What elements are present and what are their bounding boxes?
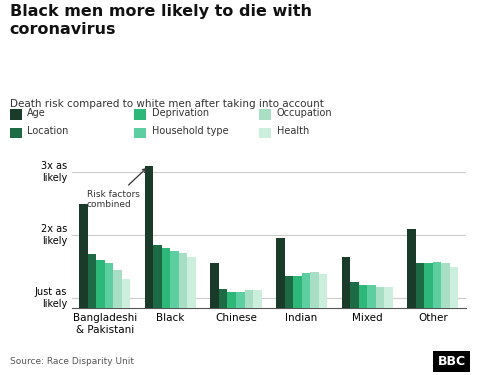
Bar	[407, 229, 416, 361]
Text: Location: Location	[27, 126, 69, 136]
Bar	[79, 204, 88, 361]
Bar	[384, 287, 393, 361]
Bar	[285, 276, 293, 361]
Bar	[244, 291, 253, 361]
Bar	[433, 262, 441, 361]
Text: Source: Race Disparity Unit: Source: Race Disparity Unit	[10, 357, 133, 366]
Bar	[293, 276, 301, 361]
Bar	[301, 273, 310, 361]
Text: Age: Age	[27, 108, 46, 117]
Bar	[162, 248, 170, 361]
Bar	[170, 251, 179, 361]
Bar	[228, 292, 236, 361]
Bar	[236, 292, 244, 361]
Text: Health: Health	[277, 126, 309, 136]
Bar	[350, 282, 359, 361]
Bar	[253, 291, 262, 361]
Bar	[450, 267, 458, 361]
Bar	[145, 166, 153, 361]
Bar	[359, 285, 367, 361]
Bar	[416, 263, 424, 361]
Bar	[424, 263, 433, 361]
Bar	[113, 270, 122, 361]
Bar	[219, 289, 228, 361]
Bar	[188, 257, 196, 361]
Text: Deprivation: Deprivation	[152, 108, 209, 117]
Bar	[376, 287, 384, 361]
Text: Death risk compared to white men after taking into account: Death risk compared to white men after t…	[10, 99, 324, 109]
Text: Occupation: Occupation	[277, 108, 333, 117]
Bar	[342, 257, 350, 361]
Bar	[210, 263, 219, 361]
Bar	[88, 254, 96, 361]
Bar	[96, 260, 105, 361]
Bar	[276, 238, 285, 361]
Text: Household type: Household type	[152, 126, 229, 136]
Bar	[179, 253, 188, 361]
Bar	[310, 272, 319, 361]
Text: Black men more likely to die with
coronavirus: Black men more likely to die with corona…	[10, 4, 312, 37]
Text: BBC: BBC	[437, 355, 466, 368]
Bar	[105, 263, 113, 361]
Bar	[122, 279, 131, 361]
Bar	[367, 285, 376, 361]
Bar	[441, 263, 450, 361]
Bar	[319, 274, 327, 361]
Bar	[153, 244, 162, 361]
Text: Risk factors
combined: Risk factors combined	[87, 169, 146, 209]
